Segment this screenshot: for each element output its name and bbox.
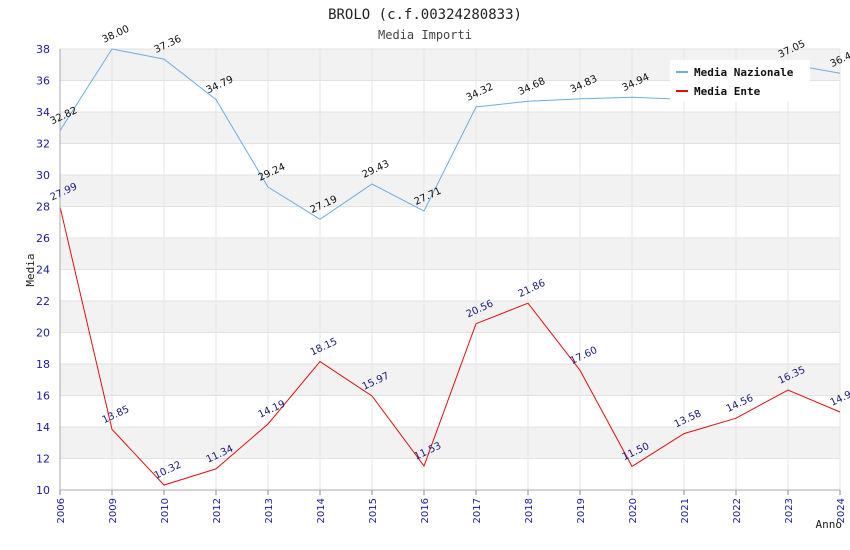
x-tick-label: 2021 <box>680 498 691 523</box>
data-label: 21.86 <box>517 278 548 300</box>
x-tick-label: 2022 <box>732 498 743 523</box>
x-tick-label: 2018 <box>524 498 535 523</box>
y-tick-label: 24 <box>36 264 50 277</box>
legend-entry: Media Ente <box>694 85 761 98</box>
x-tick-label: 2020 <box>628 498 639 523</box>
y-tick-label: 26 <box>36 232 50 245</box>
plot-band <box>60 301 840 333</box>
y-tick-label: 36 <box>36 75 50 88</box>
y-tick-label: 14 <box>36 421 50 434</box>
y-tick-label: 38 <box>36 43 50 56</box>
x-tick-label: 2013 <box>264 498 275 523</box>
y-axis-label: Media <box>24 253 37 286</box>
y-tick-label: 34 <box>36 106 50 119</box>
legend-entry: Media Nazionale <box>694 66 794 79</box>
x-tick-label: 2006 <box>56 498 67 523</box>
plot-band <box>60 364 840 396</box>
y-tick-label: 32 <box>36 138 50 151</box>
chart-subtitle: Media Importi <box>378 28 472 42</box>
legend: Media Nazionale Media Ente <box>670 60 810 102</box>
y-tick-label: 18 <box>36 358 50 371</box>
plot-background <box>60 49 840 459</box>
x-tick-label: 2012 <box>212 498 223 523</box>
x-tick-label: 2014 <box>316 498 327 523</box>
y-tick-label: 10 <box>36 484 50 497</box>
x-tick-label: 2019 <box>576 498 587 523</box>
x-tick-label: 2016 <box>420 498 431 523</box>
y-tick-label: 16 <box>36 390 50 403</box>
chart-title: BROLO (c.f.00324280833) <box>328 7 522 23</box>
data-label: 14.19 <box>257 399 288 421</box>
data-label: 34.32 <box>465 82 496 104</box>
data-label: 38.00 <box>101 24 132 46</box>
x-axis-label: Anno <box>816 518 843 531</box>
x-tick-label: 2017 <box>472 498 483 523</box>
axes <box>59 49 841 495</box>
plot-band <box>60 238 840 270</box>
y-tick-label: 30 <box>36 169 50 182</box>
y-tick-label: 22 <box>36 295 50 308</box>
x-tick-label: 2024 <box>836 498 847 523</box>
y-tick-label: 28 <box>36 201 50 214</box>
data-label: 18.15 <box>309 336 340 358</box>
data-label: 10.32 <box>153 460 184 482</box>
data-label: 14.56 <box>725 393 756 415</box>
plot-band <box>60 175 840 207</box>
plot-band <box>60 112 840 144</box>
x-tick-label: 2009 <box>108 498 119 523</box>
y-tick-label: 20 <box>36 327 50 340</box>
x-tick-label: 2015 <box>368 498 379 523</box>
data-label: 13.85 <box>101 404 132 426</box>
series-line-media-ente <box>59 206 841 486</box>
y-tick-label: 12 <box>36 453 50 466</box>
x-tick-label: 2023 <box>784 498 795 523</box>
gridlines <box>59 48 841 491</box>
x-tick-label: 2010 <box>160 498 171 523</box>
legend-box <box>670 60 810 102</box>
plot-band <box>60 427 840 459</box>
